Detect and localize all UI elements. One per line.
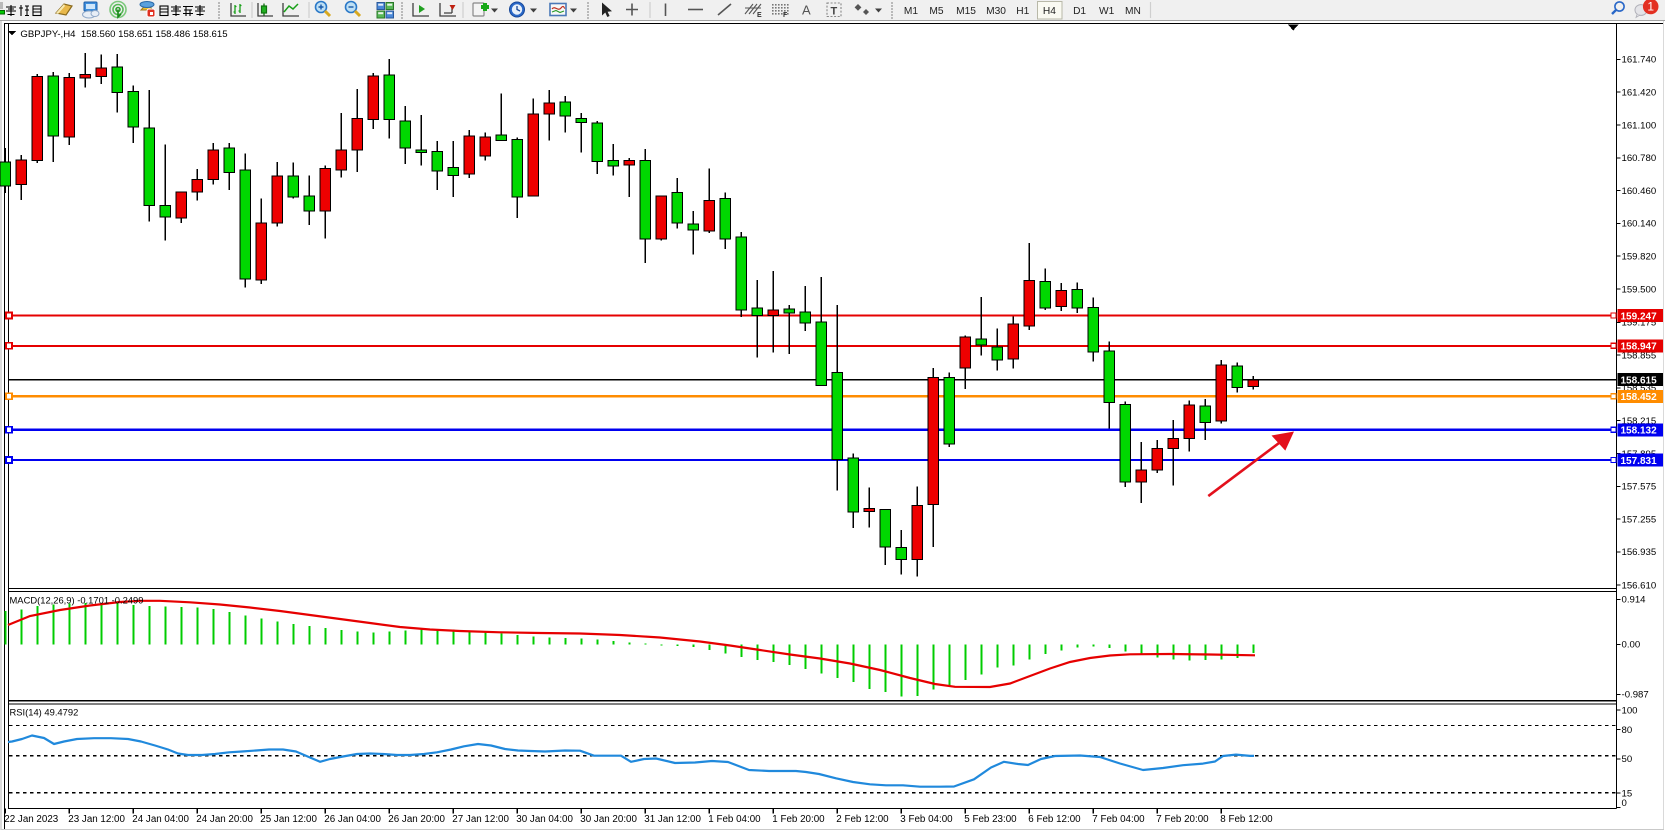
svg-text:156.610: 156.610	[1622, 581, 1657, 592]
svg-text:159.500: 159.500	[1622, 284, 1657, 295]
svg-text:24 Jan 20:00: 24 Jan 20:00	[196, 814, 253, 825]
svg-text:-0.987: -0.987	[1622, 690, 1649, 701]
svg-text:H4: H4	[1043, 6, 1056, 17]
svg-text:161.420: 161.420	[1622, 88, 1657, 99]
svg-text:1 Feb 20:00: 1 Feb 20:00	[772, 814, 825, 825]
svg-text:RSI(14) 49.4792: RSI(14) 49.4792	[10, 707, 79, 718]
svg-text:3 Feb 04:00: 3 Feb 04:00	[900, 814, 953, 825]
svg-text:80: 80	[1622, 725, 1633, 736]
svg-text:F: F	[783, 12, 788, 19]
svg-text:7 Feb 04:00: 7 Feb 04:00	[1092, 814, 1145, 825]
svg-text:160.140: 160.140	[1622, 219, 1657, 230]
svg-text:159.247: 159.247	[1621, 311, 1658, 322]
svg-text:M5: M5	[929, 6, 943, 17]
svg-text:M1: M1	[904, 6, 918, 17]
svg-text:50: 50	[1622, 754, 1633, 765]
svg-text:158.855: 158.855	[1622, 350, 1657, 361]
svg-text:159.175: 159.175	[1622, 318, 1657, 329]
svg-text:0.00: 0.00	[1622, 640, 1641, 651]
svg-text:158.132: 158.132	[1621, 426, 1658, 437]
svg-text:M15: M15	[956, 6, 976, 17]
svg-text:MN: MN	[1125, 6, 1141, 17]
svg-text:0: 0	[1622, 798, 1627, 809]
svg-text:2 Feb 12:00: 2 Feb 12:00	[836, 814, 889, 825]
svg-text:23 Jan 12:00: 23 Jan 12:00	[68, 814, 125, 825]
svg-text:6 Feb 12:00: 6 Feb 12:00	[1028, 814, 1081, 825]
svg-text:157.575: 157.575	[1622, 482, 1657, 493]
svg-text:160.780: 160.780	[1622, 153, 1657, 164]
svg-text:158.452: 158.452	[1621, 392, 1658, 403]
svg-text:GBPJPY-,H4 158.560 158.651 15: GBPJPY-,H4 158.560 158.651 158.486 158.6…	[20, 29, 227, 40]
svg-text:W1: W1	[1099, 6, 1115, 17]
svg-text:158.535: 158.535	[1622, 383, 1657, 394]
svg-text:7 Feb 20:00: 7 Feb 20:00	[1156, 814, 1209, 825]
svg-text:157.255: 157.255	[1622, 514, 1657, 525]
svg-text:MACD(12,26,9) -0.1701 -0.2499: MACD(12,26,9) -0.1701 -0.2499	[10, 594, 144, 605]
svg-text:24 Jan 04:00: 24 Jan 04:00	[132, 814, 189, 825]
svg-text:160.460: 160.460	[1622, 186, 1657, 197]
svg-text:30 Jan 04:00: 30 Jan 04:00	[516, 814, 573, 825]
svg-text:159.820: 159.820	[1622, 252, 1657, 263]
svg-text:E: E	[757, 12, 762, 19]
svg-text:M30: M30	[986, 6, 1006, 17]
svg-text:26 Jan 20:00: 26 Jan 20:00	[388, 814, 445, 825]
svg-text:1: 1	[1647, 0, 1654, 14]
svg-text:15: 15	[1622, 788, 1633, 799]
svg-text:27 Jan 12:00: 27 Jan 12:00	[452, 814, 509, 825]
svg-text:25 Jan 12:00: 25 Jan 12:00	[260, 814, 317, 825]
svg-text:1 Feb 04:00: 1 Feb 04:00	[708, 814, 761, 825]
svg-text:158.615: 158.615	[1621, 376, 1658, 387]
svg-text:H1: H1	[1016, 6, 1029, 17]
svg-text:26 Jan 04:00: 26 Jan 04:00	[324, 814, 381, 825]
svg-text:0.914: 0.914	[1622, 595, 1647, 606]
svg-text:A: A	[802, 3, 811, 18]
svg-text:31 Jan 12:00: 31 Jan 12:00	[644, 814, 701, 825]
svg-text:158.947: 158.947	[1621, 342, 1658, 353]
svg-text:100: 100	[1622, 705, 1638, 716]
svg-text:157.831: 157.831	[1621, 456, 1658, 467]
svg-text:30 Jan 20:00: 30 Jan 20:00	[580, 814, 637, 825]
svg-text:8 Feb 12:00: 8 Feb 12:00	[1220, 814, 1273, 825]
svg-text:161.740: 161.740	[1622, 55, 1657, 66]
svg-text:156.935: 156.935	[1622, 547, 1657, 558]
svg-text:D1: D1	[1073, 6, 1086, 17]
svg-text:22 Jan 2023: 22 Jan 2023	[4, 814, 58, 825]
svg-text:T: T	[831, 6, 838, 18]
svg-text:5 Feb 23:00: 5 Feb 23:00	[964, 814, 1017, 825]
svg-text:161.100: 161.100	[1622, 120, 1657, 131]
svg-text:158.215: 158.215	[1622, 416, 1657, 427]
